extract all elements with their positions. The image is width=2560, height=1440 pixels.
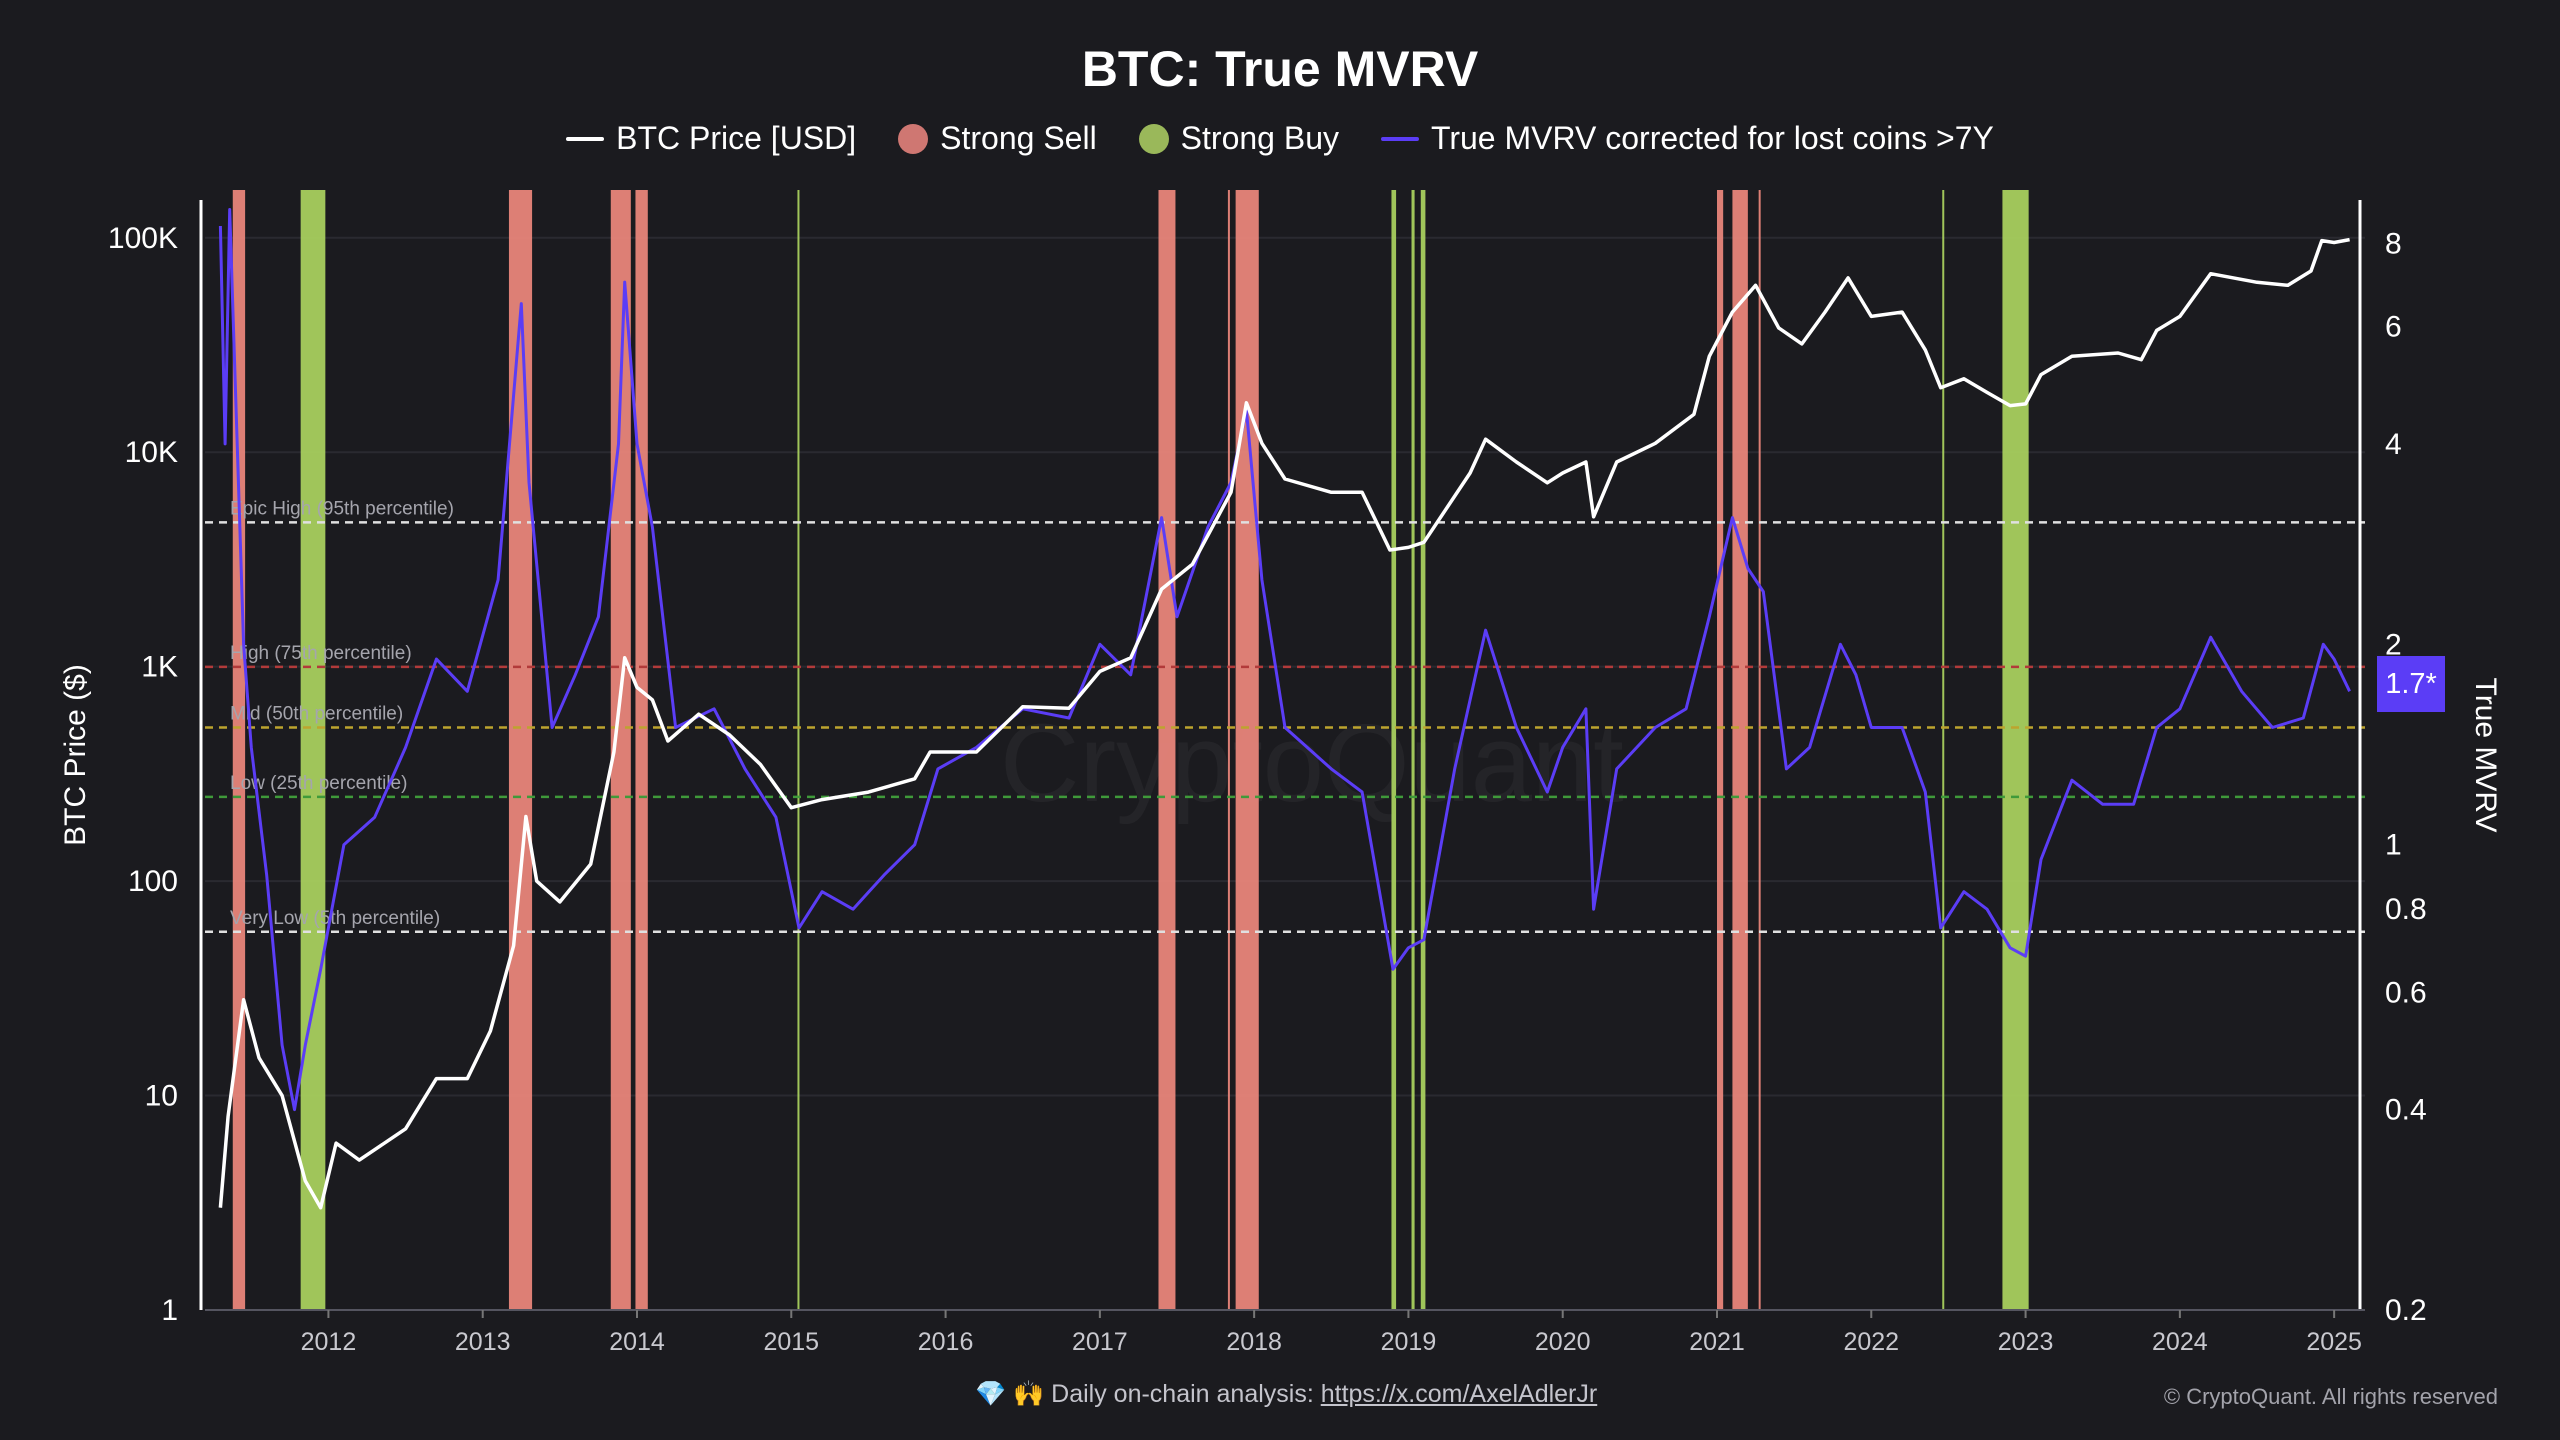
legend-swatch-btc-price: [566, 136, 605, 141]
strong-buy-bar: [1942, 190, 1945, 1310]
footer: 💎 🙌 Daily on-chain analysis: https://x.c…: [975, 1380, 1597, 1409]
legend-item-btc-price[interactable]: BTC Price [USD]: [566, 120, 856, 157]
strong-sell-bar: [1717, 190, 1724, 1310]
right-axis-title: True MVRV: [2469, 677, 2502, 832]
right-tick-label: 2: [2385, 628, 2402, 661]
strong-sell-bars: [232, 190, 1761, 1310]
right-tick-label: 0.8: [2385, 893, 2427, 926]
strong-sell-bar: [508, 190, 533, 1310]
strong-sell-bar: [1158, 190, 1176, 1310]
strong-sell-bar: [232, 190, 246, 1310]
legend-label-strong-buy: Strong Buy: [1180, 120, 1339, 156]
left-tick-label: 10: [145, 1080, 178, 1113]
x-tick-label: 2020: [1535, 1328, 1591, 1356]
x-tick-label: 2016: [918, 1328, 974, 1356]
x-tick-label: 2022: [1843, 1328, 1899, 1356]
strong-buy-bar: [1391, 190, 1397, 1310]
current-value-badge: 1.7*: [2377, 656, 2445, 712]
strong-sell-bar: [635, 190, 648, 1310]
x-tick-label: 2015: [763, 1328, 819, 1356]
strong-sell-bar: [1227, 190, 1230, 1310]
x-tick-label: 2019: [1381, 1328, 1437, 1356]
left-tick-label: 1: [161, 1294, 178, 1327]
axes: [199, 200, 2365, 1318]
right-tick-label: 0.2: [2385, 1294, 2427, 1327]
price-line: [218, 237, 2350, 1210]
strong-buy-bar: [300, 190, 326, 1310]
x-tick-label: 2025: [2306, 1328, 2362, 1356]
band-label: High (75th percentile): [230, 643, 412, 664]
legend-item-strong-sell[interactable]: Strong Sell: [898, 120, 1097, 157]
legend-swatch-strong-buy: [1138, 123, 1169, 154]
right-tick-label: 1: [2385, 829, 2402, 862]
copyright: © CryptoQuant. All rights reserved: [2163, 1384, 2498, 1409]
legend-label-strong-sell: Strong Sell: [940, 120, 1097, 156]
left-tick-label: 100: [128, 865, 178, 898]
series-lines: [218, 208, 2351, 1210]
right-tick-label: 8: [2385, 228, 2402, 261]
strong-sell-bar: [1758, 190, 1761, 1310]
legend-item-strong-buy[interactable]: Strong Buy: [1138, 120, 1339, 157]
footer-text: Daily on-chain analysis:: [1051, 1380, 1314, 1408]
legend-label-btc-price: BTC Price [USD]: [616, 120, 857, 156]
legend: BTC Price [USD] Strong Sell Strong Buy T…: [0, 120, 2560, 157]
x-tick-label: 2014: [609, 1328, 665, 1356]
mvrv-line: [218, 208, 2351, 1112]
legend-label-true-mvrv: True MVRV corrected for lost coins >7Y: [1430, 120, 1994, 156]
legend-swatch-true-mvrv: [1380, 136, 1419, 141]
x-tick-label: 2017: [1072, 1328, 1128, 1356]
left-tick-label: 10K: [125, 436, 178, 469]
chart-title: BTC: True MVRV: [1081, 41, 1479, 97]
strong-buy-bar: [2002, 190, 2029, 1310]
strong-sell-bar: [1235, 190, 1259, 1310]
footer-icons: 💎 🙌: [975, 1380, 1045, 1408]
x-tick-label: 2024: [2152, 1328, 2208, 1356]
x-tick-label: 2013: [455, 1328, 511, 1356]
left-axis-title: BTC Price ($): [59, 664, 92, 846]
right-tick-label: 4: [2385, 428, 2402, 461]
x-tick-label: 2023: [1998, 1328, 2054, 1356]
band-label: Epic High (95th percentile): [230, 498, 454, 519]
strong-buy-bar: [1411, 190, 1415, 1310]
x-tick-label: 2018: [1226, 1328, 1282, 1356]
footer-link[interactable]: https://x.com/AxelAdlerJr: [1320, 1380, 1598, 1408]
band-label: Low (25th percentile): [230, 773, 407, 794]
left-tick-label: 100K: [108, 222, 178, 255]
right-tick-label: 6: [2385, 311, 2402, 344]
strong-buy-bar: [797, 190, 800, 1310]
left-tick-label: 1K: [141, 651, 178, 684]
x-tick-label: 2012: [301, 1328, 357, 1356]
strong-buy-bars: [300, 190, 2029, 1310]
legend-item-true-mvrv[interactable]: True MVRV corrected for lost coins >7Y: [1380, 120, 1994, 157]
watermark: CryptoQuant: [1000, 700, 1624, 827]
band-label: Mid (50th percentile): [230, 703, 403, 724]
tick-labels: 1 10 100 1K 10K 100K 0.2 0.4 0.6 0.8 1 2 4 6 8 2012 2013…: [108, 222, 2427, 1356]
legend-swatch-strong-sell: [898, 123, 929, 154]
strong-sell-bar: [1732, 190, 1748, 1310]
band-label: Very Low (5th percentile): [230, 908, 440, 929]
right-tick-label: 0.6: [2385, 976, 2427, 1009]
x-tick-label: 2021: [1689, 1328, 1745, 1356]
strong-buy-bar: [1420, 190, 1426, 1310]
right-tick-label: 0.4: [2385, 1094, 2427, 1127]
